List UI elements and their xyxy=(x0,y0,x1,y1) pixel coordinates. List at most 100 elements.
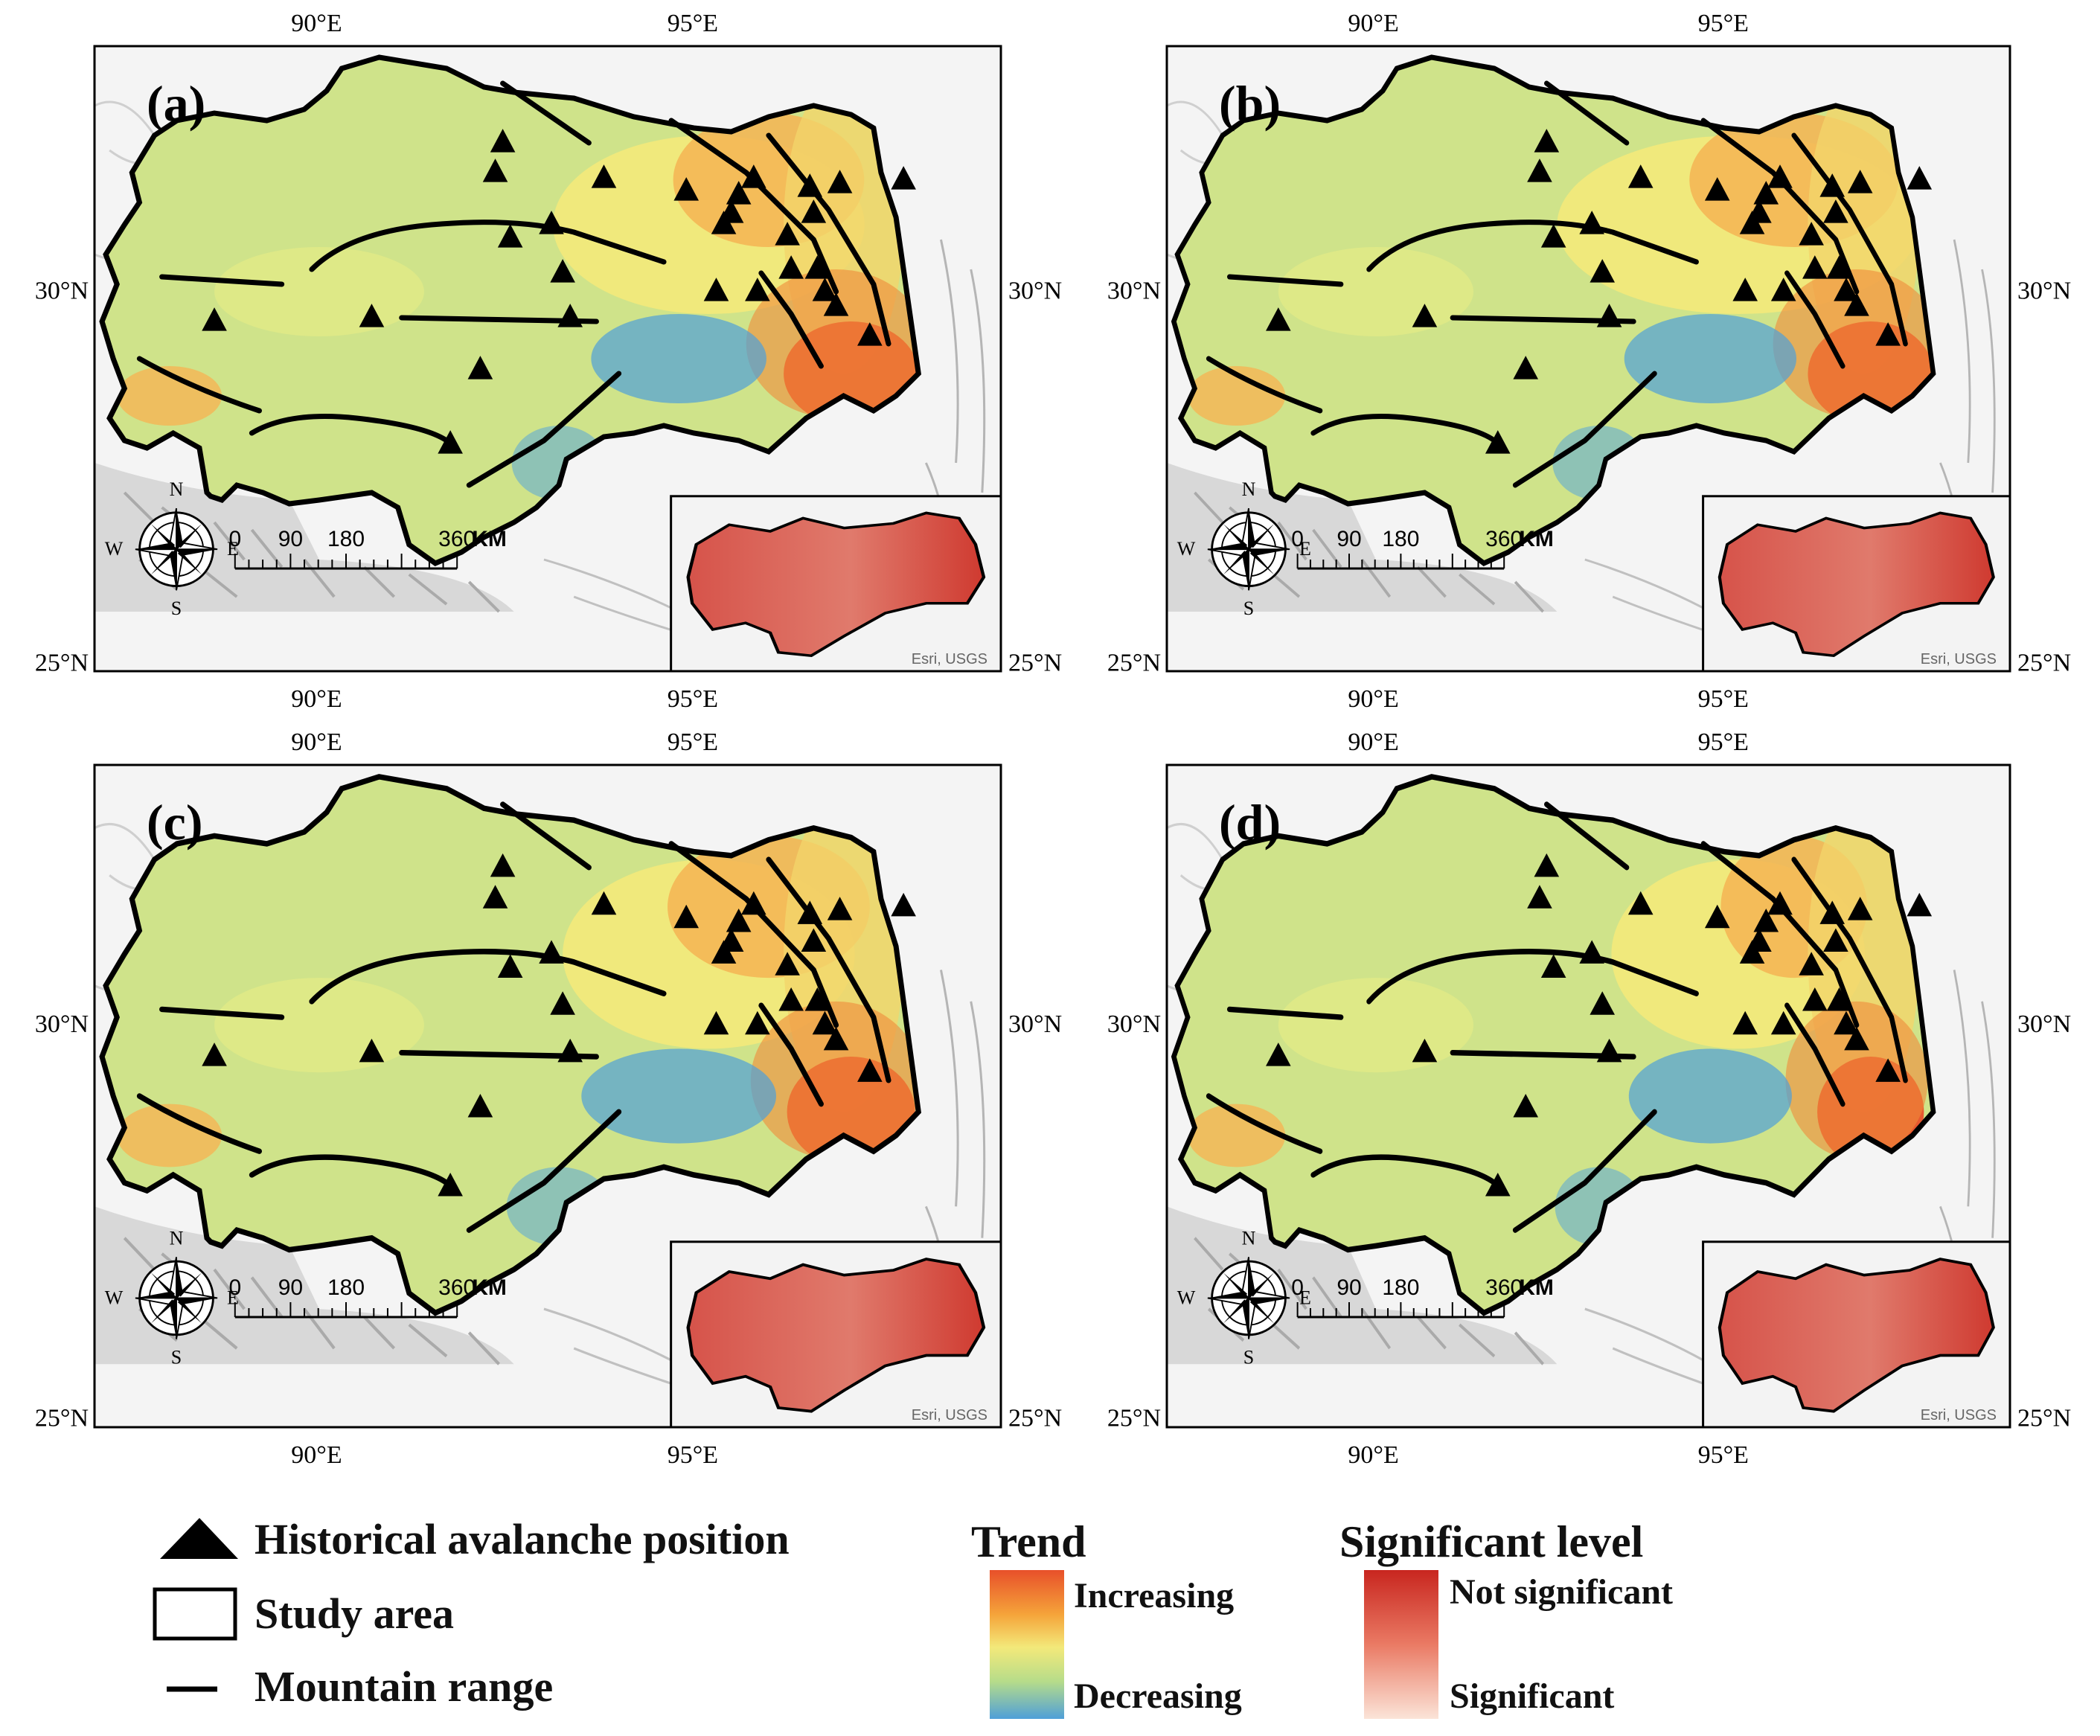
significance-low-label: Significant xyxy=(1450,1676,1614,1716)
compass-s-label: S xyxy=(171,1346,182,1368)
lon-label-top: 90°E xyxy=(1348,728,1398,756)
trend-legend: Trend Increasing Decreasing xyxy=(971,1517,1242,1719)
scale-tick-label: 0 xyxy=(228,1275,241,1300)
compass-e-label: E xyxy=(227,1287,239,1308)
scale-unit: KM xyxy=(1519,527,1554,551)
lat-label-left: 30°N xyxy=(1107,278,1161,305)
lon-label-bottom: 95°E xyxy=(1698,685,1749,713)
compass-w-label: W xyxy=(105,538,124,560)
scale-tick-label: 0 xyxy=(1291,527,1304,551)
lat-label-right: 30°N xyxy=(1008,1010,1062,1038)
map-frame xyxy=(93,45,1002,673)
significance-color-ramp xyxy=(1364,1570,1438,1719)
scale-unit: KM xyxy=(1519,1275,1554,1300)
compass-e-label: E xyxy=(1299,538,1311,560)
scale-unit: KM xyxy=(472,527,507,551)
lon-label-top: 90°E xyxy=(291,728,342,756)
trend-low-label: Decreasing xyxy=(1074,1676,1242,1716)
map-panel-a: Esri, USGS (a) 90°E 90°E 30°N 30°N 95°E 95°E 25°… xyxy=(35,10,1062,713)
lat-label-right: 30°N xyxy=(1008,278,1062,305)
lat-label-left: 25°N xyxy=(35,649,89,676)
lat-label-right: 30°N xyxy=(2017,278,2071,305)
compass-w-label: W xyxy=(1177,538,1196,560)
compass-n-label: N xyxy=(1242,478,1256,500)
compass-e-label: E xyxy=(227,538,239,560)
inset-credit: Esri, USGS xyxy=(912,651,987,667)
lon-label-top: 95°E xyxy=(668,10,718,37)
trend-raster xyxy=(102,57,919,563)
scale-tick-label: 90 xyxy=(278,1275,303,1300)
lat-label-left: 30°N xyxy=(35,278,89,305)
lat-label-right: 25°N xyxy=(1008,1405,1062,1432)
trend-color-ramp xyxy=(990,1570,1064,1719)
scale-tick-label: 180 xyxy=(327,527,365,551)
lon-label-bottom: 90°E xyxy=(1348,685,1398,713)
scale-tick-label: 180 xyxy=(327,1275,365,1300)
scale-tick-label: 90 xyxy=(278,527,303,551)
scale-tick-label: 0 xyxy=(1291,1275,1304,1300)
compass-n-label: N xyxy=(1242,1227,1256,1249)
legend-study-area: Study area xyxy=(153,1587,454,1641)
scale-unit: KM xyxy=(472,1275,507,1300)
triangle-icon xyxy=(160,1518,238,1559)
compass-w-label: W xyxy=(1177,1287,1196,1308)
legend: Historical avalanche position Study area… xyxy=(153,1515,1673,1719)
scale-tick-label: 180 xyxy=(1382,1275,1419,1300)
compass-w-label: W xyxy=(105,1287,124,1308)
scale-tick-label: 360 xyxy=(438,527,476,551)
legend-mountain: Mountain range xyxy=(167,1662,553,1711)
lat-label-right: 30°N xyxy=(2017,1010,2071,1038)
lon-label-bottom: 90°E xyxy=(1348,1441,1398,1469)
compass-s-label: S xyxy=(1243,1346,1254,1368)
scale-tick-label: 360 xyxy=(1485,527,1523,551)
map-panel-d: Esri, USGS (d) 90°E 90°E 30°N 30°N 95°E 95°E 25°… xyxy=(1107,728,2071,1469)
legend-avalanche-label: Historical avalanche position xyxy=(255,1515,790,1563)
scale-tick-label: 90 xyxy=(1336,527,1361,551)
compass-n-label: N xyxy=(170,1227,184,1249)
lat-label-right: 25°N xyxy=(2017,1405,2071,1432)
significance-high-label: Not significant xyxy=(1450,1572,1673,1612)
panel-label: (a) xyxy=(147,75,205,132)
lat-label-right: 25°N xyxy=(1008,649,1062,676)
panel-label: (b) xyxy=(1219,75,1281,132)
lon-label-bottom: 95°E xyxy=(1698,1441,1749,1469)
map-frame xyxy=(1165,763,2011,1429)
lat-label-left: 30°N xyxy=(1107,1010,1161,1038)
inset-credit: Esri, USGS xyxy=(1921,1407,1997,1423)
map-frame xyxy=(93,763,1002,1429)
study-area-swatch xyxy=(153,1587,237,1641)
legend-avalanche: Historical avalanche position xyxy=(160,1515,790,1563)
lon-label-bottom: 90°E xyxy=(291,685,342,713)
map-frame xyxy=(1165,45,2011,673)
compass-n-label: N xyxy=(170,478,184,500)
trend-high-label: Increasing xyxy=(1074,1576,1234,1615)
lon-label-top: 95°E xyxy=(668,728,718,756)
lat-label-right: 25°N xyxy=(2017,649,2071,676)
trend-raster xyxy=(102,776,919,1313)
inset-credit: Esri, USGS xyxy=(1921,651,1997,667)
lat-label-left: 25°N xyxy=(1107,1405,1161,1432)
scale-tick-label: 360 xyxy=(1485,1275,1523,1300)
lon-label-top: 90°E xyxy=(291,10,342,37)
scale-tick-label: 180 xyxy=(1382,527,1419,551)
panel-label: (d) xyxy=(1219,794,1281,851)
inset-credit: Esri, USGS xyxy=(912,1407,987,1423)
lon-label-bottom: 95°E xyxy=(668,1441,718,1469)
significance-legend: Significant level Not significant Signif… xyxy=(1339,1517,1673,1719)
legend-study-area-label: Study area xyxy=(255,1589,454,1638)
trend-title: Trend xyxy=(971,1517,1086,1566)
legend-mountain-label: Mountain range xyxy=(255,1662,553,1711)
compass-e-label: E xyxy=(1299,1287,1311,1308)
lon-label-top: 95°E xyxy=(1698,10,1749,37)
scale-tick-label: 360 xyxy=(438,1275,476,1300)
map-panel-b: Esri, USGS (b) 90°E 90°E 30°N 30°N 95°E 95°E 25°… xyxy=(1107,10,2071,713)
lon-label-bottom: 90°E xyxy=(291,1441,342,1469)
lon-label-top: 95°E xyxy=(1698,728,1749,756)
lat-label-left: 25°N xyxy=(1107,649,1161,676)
compass-s-label: S xyxy=(1243,598,1254,619)
compass-s-label: S xyxy=(171,598,182,619)
scale-tick-label: 90 xyxy=(1336,1275,1361,1300)
lat-label-left: 25°N xyxy=(35,1405,89,1432)
lon-label-bottom: 95°E xyxy=(668,685,718,713)
